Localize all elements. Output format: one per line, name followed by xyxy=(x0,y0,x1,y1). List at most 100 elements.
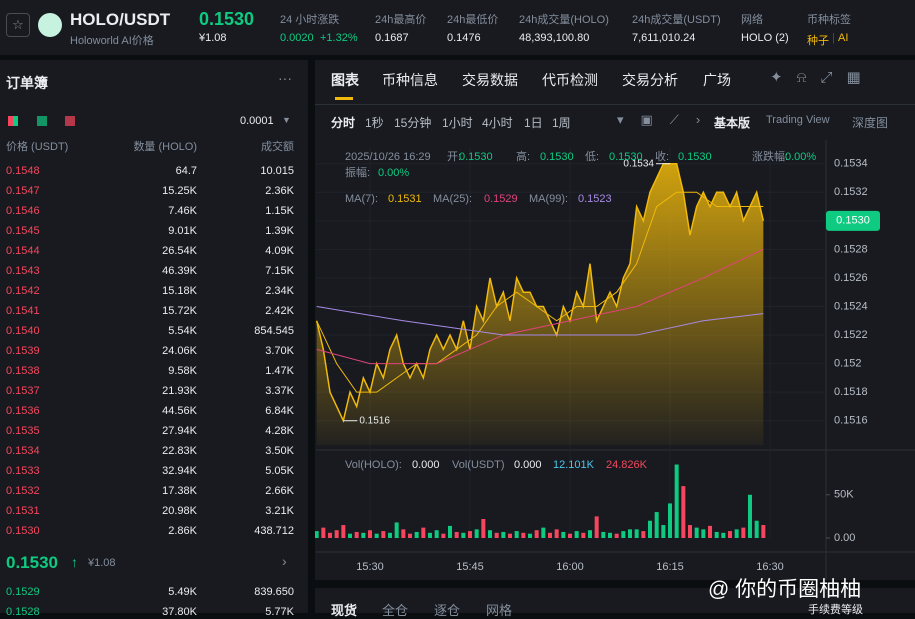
volume-bar xyxy=(394,522,399,538)
stat-value: 0.1687 xyxy=(375,32,409,44)
ob-total: 3.21K xyxy=(265,505,294,517)
ob-qty: 32.94K xyxy=(162,465,197,477)
interval[interactable]: 4小时 xyxy=(482,116,513,130)
volume-bar xyxy=(548,532,552,538)
order-book: 订单簿 ··· 0.0001 ▼ 价格 (USDT) 数量 (HOLO) 成交额… xyxy=(0,60,308,618)
volume-bar xyxy=(694,527,699,538)
interval[interactable]: 分时 xyxy=(331,116,356,130)
volume-bar xyxy=(481,518,486,538)
volume-bar xyxy=(688,525,692,538)
view[interactable]: 基本版 xyxy=(714,116,751,130)
fee[interactable]: 手续费等级 xyxy=(808,604,863,616)
vol-label: Vol(USDT) xyxy=(452,459,505,471)
symbol: HOLO/USDT xyxy=(70,10,171,29)
y-tick-label: 0.1516 xyxy=(834,415,868,427)
ob-price: 0.1530 xyxy=(6,525,40,537)
bottom-tab[interactable]: 网格 xyxy=(486,603,513,618)
ob-qty: 5.49K xyxy=(168,586,197,598)
stat-extra: +1.32% xyxy=(320,32,358,44)
volume-bar xyxy=(354,531,359,538)
view[interactable]: 深度图 xyxy=(852,116,889,130)
volume-bar xyxy=(408,533,412,538)
stat-label: 24h成交量(HOLO) xyxy=(519,14,609,26)
volume-bar xyxy=(674,464,679,538)
view-both[interactable] xyxy=(8,116,18,126)
bottom-tab[interactable]: 全仓 xyxy=(382,603,409,618)
chart-tools[interactable]: ▾▣⟋› xyxy=(617,112,718,127)
ob-qty: 24.06K xyxy=(162,345,197,357)
interval[interactable]: 1日 xyxy=(524,116,543,130)
info-label: 低: xyxy=(585,150,599,163)
volume-bar xyxy=(421,527,426,538)
info-value: 0.00% xyxy=(785,151,816,163)
vol-value: 0.000 xyxy=(412,459,440,471)
stat-value: 7,611,010.24 xyxy=(632,32,696,44)
ob-header: 价格 (USDT) xyxy=(6,141,69,153)
price-line xyxy=(315,162,765,424)
precision[interactable]: 0.0001 xyxy=(240,115,274,127)
volume-bar xyxy=(348,533,352,538)
tab[interactable]: 图表 xyxy=(331,72,359,88)
volume-bar xyxy=(454,531,459,538)
mid-more[interactable]: › xyxy=(282,553,287,569)
favorite[interactable]: ☆ xyxy=(6,13,30,37)
ob-qty: 2.86K xyxy=(168,525,197,537)
ma-value: 0.1523 xyxy=(578,193,612,205)
tab[interactable]: 广场 xyxy=(703,72,731,88)
ob-total: 3.70K xyxy=(265,345,294,357)
volume-bar xyxy=(588,530,592,538)
ob-total: 4.28K xyxy=(265,425,294,437)
mid-cny: ¥1.08 xyxy=(88,557,116,569)
ob-price: 0.1540 xyxy=(6,325,40,337)
ma-label: MA(99): xyxy=(529,193,568,205)
more[interactable]: ··· xyxy=(278,70,292,86)
volume-bar xyxy=(681,486,686,538)
interval[interactable]: 1小时 xyxy=(442,116,473,130)
last-price-tag xyxy=(826,210,880,231)
x-tick-label: 16:00 xyxy=(556,561,584,573)
volume-bar xyxy=(468,531,472,538)
volume-bar xyxy=(321,527,326,538)
tab[interactable]: 交易数据 xyxy=(462,72,518,88)
volume-bar xyxy=(315,531,319,538)
ob-total: 839.650 xyxy=(254,586,294,598)
tab[interactable]: 代币检测 xyxy=(542,72,598,88)
volume-bar xyxy=(581,532,586,538)
volume-bar xyxy=(434,530,439,538)
volume-bar xyxy=(554,529,559,538)
volume-bar xyxy=(634,529,639,538)
view[interactable]: Trading View xyxy=(766,114,830,126)
volume-bar xyxy=(501,531,506,538)
bottom-tab[interactable]: 现货 xyxy=(331,603,358,618)
info-label: 收: xyxy=(655,149,669,163)
interval[interactable]: 1周 xyxy=(552,116,571,130)
tab[interactable]: 交易分析 xyxy=(622,72,678,88)
view-bids[interactable] xyxy=(37,116,47,126)
ob-total: 10.015 xyxy=(260,165,294,177)
volume-bar xyxy=(621,531,626,538)
ob-qty: 64.7 xyxy=(175,165,197,177)
ob-qty: 17.38K xyxy=(162,485,197,497)
ob-price: 0.1529 xyxy=(6,586,40,598)
volume-bar xyxy=(748,494,752,538)
bottom-tab[interactable]: 逐仓 xyxy=(434,603,461,618)
interval[interactable]: 1秒 xyxy=(365,116,384,130)
view-asks[interactable] xyxy=(65,116,75,126)
volume-bar xyxy=(661,525,666,538)
ob-total: 2.34K xyxy=(265,285,294,297)
tool-icons[interactable]: ✦⍾⤢▦ xyxy=(770,69,875,86)
ob-price: 0.1538 xyxy=(6,365,40,377)
volume-bar xyxy=(341,525,346,538)
ob-qty: 22.83K xyxy=(162,445,197,457)
volume-bar xyxy=(474,529,479,538)
volume-bar xyxy=(668,503,672,538)
tab[interactable]: 币种信息 xyxy=(382,72,438,88)
ob-total: 854.545 xyxy=(254,325,294,337)
ob-total: 1.39K xyxy=(265,225,294,237)
volume-bar xyxy=(741,527,746,538)
volume-bar xyxy=(388,532,392,538)
v-tick-label: 0.00 xyxy=(834,532,855,544)
watermark: @ 你的币圈柚柚 xyxy=(708,578,862,601)
volume-bar xyxy=(381,531,386,538)
interval[interactable]: 15分钟 xyxy=(394,116,432,130)
